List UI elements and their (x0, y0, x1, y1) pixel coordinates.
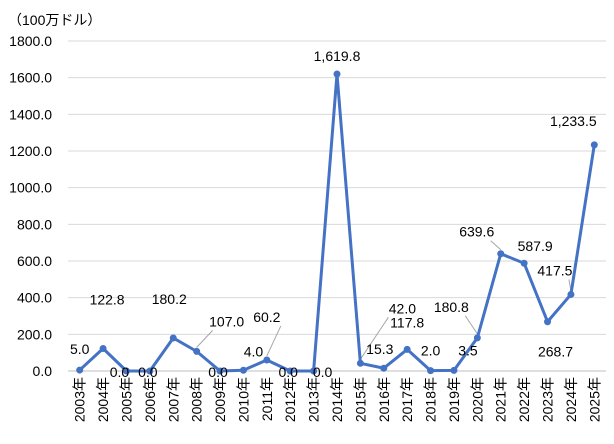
label-leader-line (490, 240, 502, 251)
data-label: 0.0 (138, 364, 158, 380)
y-tick-label: 800.0 (17, 216, 52, 232)
x-tick-label: 2011年 (259, 377, 275, 421)
y-axis-unit-label: （100万ドル） (8, 12, 101, 28)
label-leader-line (359, 317, 389, 360)
data-label: 417.5 (537, 262, 572, 278)
data-point (450, 366, 458, 374)
label-leader-line (196, 330, 214, 348)
data-label: 42.0 (389, 300, 416, 316)
y-tick-label: 1000.0 (9, 180, 52, 196)
label-leader-lines (196, 240, 572, 360)
data-point (76, 366, 84, 374)
data-point (216, 367, 224, 375)
x-tick-label: 2016年 (376, 377, 392, 422)
y-tick-label: 0.0 (33, 363, 53, 379)
data-label: 5.0 (70, 341, 90, 357)
x-axis-ticks: 2003年 2004年 2005年 2006年 2007年 2008年 2009年 2010年… (72, 377, 603, 422)
data-points (76, 70, 598, 375)
data-point (473, 334, 481, 342)
x-tick-label: 2021年 (493, 377, 509, 422)
x-tick-label: 2024年 (563, 377, 579, 422)
data-point (239, 366, 247, 374)
x-tick-label: 2015年 (352, 377, 368, 422)
data-point (169, 334, 177, 342)
data-point (403, 345, 411, 353)
x-tick-label: 2004年 (95, 377, 111, 422)
data-point (333, 70, 341, 78)
x-tick-label: 2009年 (212, 377, 228, 422)
data-point (427, 367, 435, 375)
data-label: 0.0 (313, 364, 333, 380)
x-tick-label: 2023年 (540, 377, 556, 422)
data-point (356, 359, 364, 367)
data-point (310, 367, 318, 375)
y-tick-label: 600.0 (17, 253, 52, 269)
x-tick-label: 2025年 (586, 377, 602, 422)
x-tick-label: 2022年 (516, 377, 532, 422)
data-point (567, 290, 575, 298)
data-label: 268.7 (538, 344, 573, 360)
data-label: 0.0 (110, 364, 130, 380)
y-tick-label: 1200.0 (9, 143, 52, 159)
y-tick-label: 400.0 (17, 290, 52, 306)
series-polyline (78, 72, 596, 373)
x-tick-label: 2007年 (165, 377, 181, 422)
y-tick-label: 1600.0 (9, 70, 52, 86)
data-point (590, 141, 598, 149)
data-point (544, 318, 552, 326)
data-label: 107.0 (209, 313, 244, 329)
data-point (380, 364, 388, 372)
data-point (520, 259, 528, 267)
x-tick-label: 2018年 (423, 377, 439, 422)
x-tick-label: 2020年 (469, 377, 485, 422)
y-tick-label: 200.0 (17, 326, 52, 342)
data-label: 4.0 (244, 343, 264, 359)
data-point (122, 367, 130, 375)
data-point (146, 367, 154, 375)
y-tick-label: 1400.0 (9, 106, 52, 122)
x-tick-label: 2006年 (142, 377, 158, 422)
x-tick-label: 2005年 (118, 377, 134, 422)
label-leader-line (266, 325, 282, 357)
x-tick-label: 2010年 (235, 377, 251, 422)
data-point (99, 344, 107, 352)
series-line (78, 72, 596, 373)
data-label: 117.8 (390, 314, 424, 330)
x-tick-label: 2013年 (306, 377, 322, 422)
data-label: 1,233.5 (550, 113, 597, 129)
data-label: 60.2 (253, 309, 280, 325)
data-label: 639.6 (459, 224, 494, 240)
data-label: 3.5 (458, 342, 478, 358)
data-label: 2.0 (421, 343, 441, 359)
data-point (263, 356, 271, 364)
data-label: 587.9 (518, 238, 553, 254)
x-tick-label: 2012年 (282, 377, 298, 422)
x-tick-label: 2003年 (72, 377, 88, 422)
data-label: 122.8 (90, 291, 125, 307)
data-label: 180.2 (152, 291, 187, 307)
data-point (286, 367, 294, 375)
data-label: 15.3 (366, 341, 393, 357)
x-tick-label: 2008年 (189, 377, 205, 422)
y-axis-ticks: 0.0 200.0 400.0 600.0 800.0 1000.0 1200.0 1400.… (9, 33, 52, 379)
data-label: 0.0 (208, 364, 228, 380)
x-tick-label: 2014年 (329, 377, 345, 422)
data-point (193, 347, 201, 355)
y-tick-label: 1800.0 (9, 33, 52, 49)
data-label: 180.8 (434, 299, 469, 315)
x-tick-label: 2017年 (399, 377, 415, 422)
data-label: 0.0 (278, 364, 298, 380)
label-leader-line (464, 315, 478, 335)
x-tick-label: 2019年 (446, 377, 462, 422)
data-labels: 5.0 122.8 0.0 0.0 180.2 107.0 0.0 4.0 60.2 0.0 0.0… (70, 48, 597, 380)
data-label: 1,619.8 (314, 48, 361, 64)
data-point (497, 250, 505, 258)
